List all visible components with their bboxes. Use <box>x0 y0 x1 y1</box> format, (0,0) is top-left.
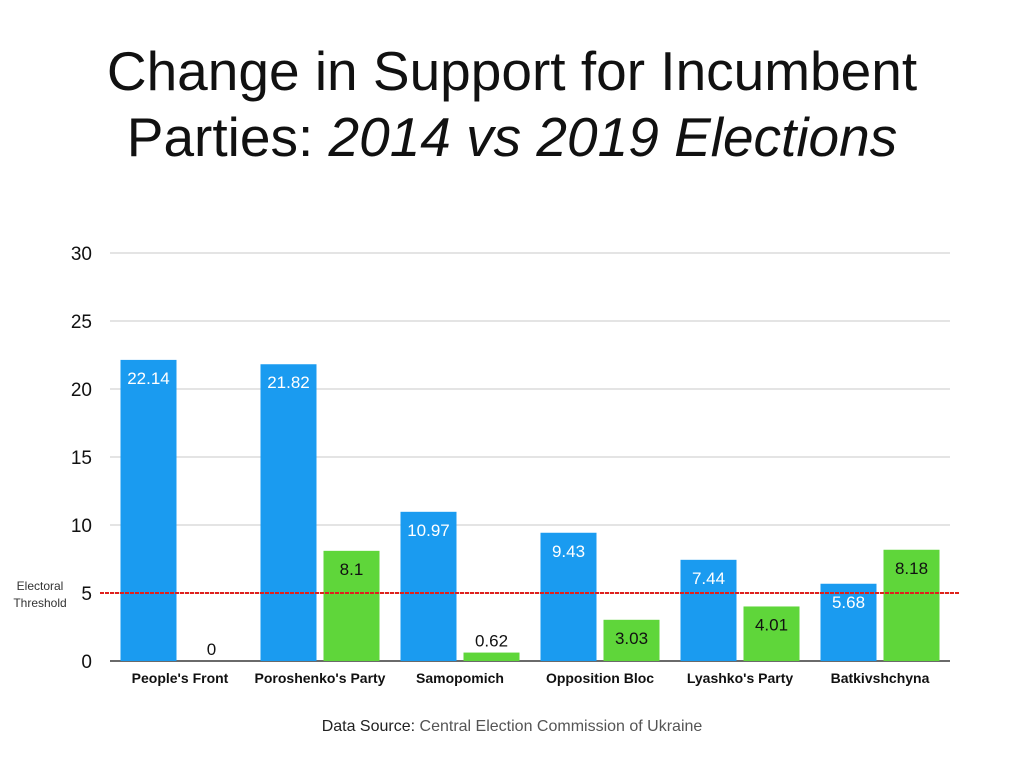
data-label: 8.1 <box>340 560 364 579</box>
x-axis-ticks: People's Front Poroshenko's Party Samopomi… <box>132 670 930 686</box>
data-label: 21.82 <box>267 373 310 392</box>
bar-2019 <box>463 652 520 661</box>
bar-2014 <box>120 359 177 661</box>
data-label: 0.62 <box>475 632 508 651</box>
x-tick-label: Samopomich <box>416 670 504 686</box>
x-tick-label: Poroshenko's Party <box>255 670 386 686</box>
bars <box>120 359 940 661</box>
y-tick-label: 30 <box>71 244 92 265</box>
threshold: Electoral Threshold <box>13 579 960 610</box>
y-tick-label: 5 <box>81 584 92 605</box>
title-line-1: Change in Support for Incumbent <box>106 40 918 102</box>
y-tick-label: 20 <box>71 380 92 401</box>
data-label: 22.14 <box>127 369 170 388</box>
y-tick-label: 10 <box>71 516 92 537</box>
data-source: Data Source: Central Election Commission… <box>0 718 1024 736</box>
source-prefix: Data Source: <box>321 718 416 735</box>
x-tick-label: Lyashko's Party <box>687 670 794 686</box>
data-label: 10.97 <box>407 521 450 540</box>
title-plain: Parties: <box>126 106 329 168</box>
bar-2019 <box>323 550 380 661</box>
threshold-label-line-2: Threshold <box>13 596 66 610</box>
data-label: 4.01 <box>755 615 788 634</box>
chart-title: Change in Support for Incumbent Parties:… <box>0 38 1024 170</box>
y-axis-ticks: 0 5 10 15 20 25 30 <box>71 244 92 673</box>
data-label: 9.43 <box>552 542 585 561</box>
title-italic: 2014 vs 2019 Elections <box>328 106 898 168</box>
bar-2019 <box>743 606 800 661</box>
data-label: 5.68 <box>832 593 865 612</box>
data-label: 0 <box>207 640 216 659</box>
bar-2014 <box>820 583 877 661</box>
bar-2014 <box>260 364 317 661</box>
y-tick-label: 0 <box>81 652 92 673</box>
bar-2019 <box>883 549 940 661</box>
data-label: 3.03 <box>615 629 648 648</box>
y-tick-label: 15 <box>71 448 92 469</box>
data-label: 7.44 <box>692 569 725 588</box>
bar-2014 <box>680 559 737 661</box>
x-tick-label: Batkivshchyna <box>831 670 930 686</box>
bar-2014 <box>540 532 597 661</box>
threshold-label-line-1: Electoral <box>17 579 64 593</box>
y-tick-label: 25 <box>71 312 92 333</box>
x-tick-label: People's Front <box>132 670 229 686</box>
data-labels: 22.14 0 21.82 8.1 10.97 0.62 9.43 3.03 7.44 4.01 5… <box>127 369 928 659</box>
x-tick-label: Opposition Bloc <box>546 670 654 686</box>
data-label: 8.18 <box>895 559 928 578</box>
bar-2014 <box>400 511 457 661</box>
bar-2019 <box>603 619 660 661</box>
source-value: Central Election Commission of Ukraine <box>415 718 703 735</box>
title-line-2: Parties: 2014 vs 2019 Elections <box>0 104 1024 170</box>
